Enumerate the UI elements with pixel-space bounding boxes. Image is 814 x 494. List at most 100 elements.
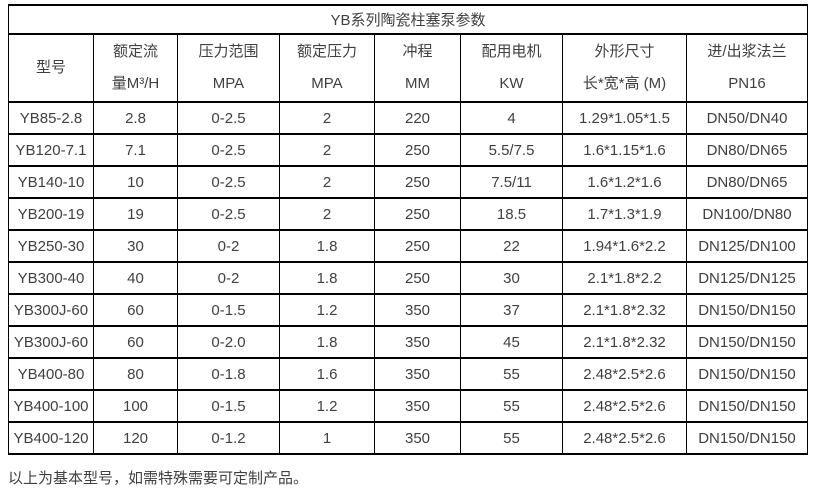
cell-pressure-range: 0-2 — [177, 261, 280, 295]
cell-motor-power: 18.5 — [460, 197, 563, 231]
column-header-line2: KW — [499, 75, 524, 92]
cell-dimensions: 2.48*2.5*2.6 — [562, 421, 687, 455]
cell-pressure-range: 0-1.5 — [177, 293, 280, 327]
cell-rated-pressure: 1.8 — [279, 325, 375, 359]
cell-pressure-range: 0-1.8 — [177, 357, 280, 391]
cell-flange: DN150/DN150 — [685, 421, 809, 455]
cell-dimensions: 2.1*1.8*2.2 — [562, 261, 687, 295]
cell-rated-flow: 60 — [93, 293, 178, 327]
cell-model: YB120-7.1 — [8, 133, 94, 167]
column-header-pressure-range: 压力范围 MPA — [177, 33, 280, 103]
cell-rated-flow: 40 — [93, 261, 178, 295]
cell-rated-pressure: 2 — [279, 165, 375, 199]
column-header-line2: MPA — [311, 75, 343, 92]
cell-stroke: 250 — [374, 133, 461, 167]
pump-spec-table: YB系列陶瓷柱塞泵参数 型号 额定流 量M³/H 压力范围 MPA 额定压力 MPA 冲程 MM… — [7, 4, 809, 455]
cell-stroke: 350 — [374, 421, 461, 455]
cell-motor-power: 22 — [460, 229, 563, 263]
table-row: YB300J-60 60 0-1.5 1.2 350 37 2.1*1.8*2.32 DN15… — [8, 293, 809, 327]
table-row: YB250-30 30 0-2 1.8 250 22 1.94*1.6*2.2 DN125/D… — [8, 229, 809, 263]
cell-dimensions: 2.48*2.5*2.6 — [562, 357, 687, 391]
table-row: YB200-19 19 0-2.5 2 250 18.5 1.7*1.3*1.9 DN100/… — [8, 197, 809, 231]
column-header-line1: 配用电机 — [481, 43, 542, 60]
cell-pressure-range: 0-1.5 — [177, 389, 280, 423]
cell-model: YB250-30 — [8, 229, 94, 263]
cell-motor-power: 7.5/11 — [460, 165, 563, 199]
cell-rated-flow: 7.1 — [93, 133, 178, 167]
cell-motor-power: 4 — [460, 101, 563, 135]
column-header-model: 型号 — [8, 33, 94, 103]
table-row: YB300J-60 60 0-2.0 1.8 350 45 2.1*1.8*2.32 DN15… — [8, 325, 809, 359]
column-header-line1: 压力范围 — [198, 43, 259, 60]
column-header-line2: 长*宽*高 (M) — [582, 75, 667, 92]
cell-stroke: 250 — [374, 229, 461, 263]
cell-dimensions: 1.6*1.15*1.6 — [562, 133, 687, 167]
cell-rated-flow: 80 — [93, 357, 178, 391]
column-header-line2: MM — [405, 75, 430, 92]
cell-pressure-range: 0-2.5 — [177, 197, 280, 231]
cell-model: YB400-80 — [8, 357, 94, 391]
cell-pressure-range: 0-2 — [177, 229, 280, 263]
column-header-line1: 额定流 — [112, 43, 158, 60]
cell-rated-pressure: 1.8 — [279, 261, 375, 295]
cell-rated-pressure: 1.6 — [279, 357, 375, 391]
column-header-motor-power: 配用电机 KW — [460, 33, 563, 103]
cell-dimensions: 2.1*1.8*2.32 — [562, 293, 687, 327]
table-row: YB400-100 100 0-1.5 1.2 350 55 2.48*2.5*2.6 DN1… — [8, 389, 809, 423]
cell-model: YB140-10 — [8, 165, 94, 199]
column-header-line1: 外形尺寸 — [594, 43, 655, 60]
cell-dimensions: 1.6*1.2*1.6 — [562, 165, 687, 199]
cell-dimensions: 1.94*1.6*2.2 — [562, 229, 687, 263]
cell-pressure-range: 0-2.0 — [177, 325, 280, 359]
cell-motor-power: 55 — [460, 357, 563, 391]
cell-pressure-range: 0-2.5 — [177, 133, 280, 167]
cell-motor-power: 55 — [460, 389, 563, 423]
cell-rated-pressure: 2 — [279, 197, 375, 231]
cell-rated-flow: 120 — [93, 421, 178, 455]
column-header-dimensions: 外形尺寸长*宽*高 (M) — [562, 33, 687, 103]
cell-rated-pressure: 1.2 — [279, 293, 375, 327]
column-header-line2: PN16 — [728, 75, 766, 92]
cell-stroke: 350 — [374, 357, 461, 391]
cell-flange: DN100/DN80 — [685, 197, 809, 231]
cell-stroke: 350 — [374, 389, 461, 423]
table-row: YB85-2.8 2.8 0-2.5 2 220 4 1.29*1.05*1.5 DN50/D… — [8, 101, 809, 135]
column-header-stroke: 冲程 MM — [374, 33, 461, 103]
cell-stroke: 220 — [374, 101, 461, 135]
table-header-row: 型号 额定流 量M³/H 压力范围 MPA 额定压力 MPA 冲程 MM 配用电机 KW 外形尺寸 长*… — [8, 33, 809, 103]
cell-model: YB300-40 — [8, 261, 94, 295]
cell-rated-flow: 2.8 — [93, 101, 178, 135]
cell-rated-flow: 10 — [93, 165, 178, 199]
cell-dimensions: 1.29*1.05*1.5 — [562, 101, 687, 135]
cell-flange: DN150/DN150 — [685, 389, 809, 423]
cell-model: YB400-120 — [8, 421, 94, 455]
cell-motor-power: 37 — [460, 293, 563, 327]
column-header-rated-pressure: 额定压力 MPA — [279, 33, 375, 103]
table-row: YB120-7.1 7.1 0-2.5 2 250 5.5/7.5 1.6*1.15*1.6… — [8, 133, 809, 167]
cell-motor-power: 30 — [460, 261, 563, 295]
cell-flange: DN125/DN100 — [685, 229, 809, 263]
cell-rated-flow: 100 — [93, 389, 178, 423]
cell-flange: DN80/DN65 — [685, 133, 809, 167]
cell-rated-pressure: 1.8 — [279, 229, 375, 263]
cell-stroke: 250 — [374, 165, 461, 199]
cell-flange: DN150/DN150 — [685, 293, 809, 327]
cell-motor-power: 55 — [460, 421, 563, 455]
cell-flange: DN50/DN40 — [685, 101, 809, 135]
cell-rated-flow: 19 — [93, 197, 178, 231]
cell-pressure-range: 0-2.5 — [177, 101, 280, 135]
cell-dimensions: 1.7*1.3*1.9 — [562, 197, 687, 231]
column-header-line1: 额定压力 — [296, 43, 357, 60]
cell-flange: DN150/DN150 — [685, 357, 809, 391]
column-header-rated-flow: 额定流量M³/H — [93, 33, 178, 103]
column-header-line1: 冲程 — [402, 43, 433, 60]
table-row: YB400-80 80 0-1.8 1.6 350 55 2.48*2.5*2.6 DN150… — [8, 357, 809, 391]
cell-motor-power: 45 — [460, 325, 563, 359]
column-header-flange: 进/出浆法兰 PN16 — [685, 33, 809, 103]
column-header-line2: 量M³/H — [111, 75, 160, 92]
footer-note: 以上为基本型号，如需特殊需要可定制产品。 — [8, 470, 309, 487]
cell-flange: DN80/DN65 — [685, 165, 809, 199]
table-row: YB140-10 10 0-2.5 2 250 7.5/11 1.6*1.2*1.6 DN80… — [8, 165, 809, 199]
cell-stroke: 250 — [374, 261, 461, 295]
